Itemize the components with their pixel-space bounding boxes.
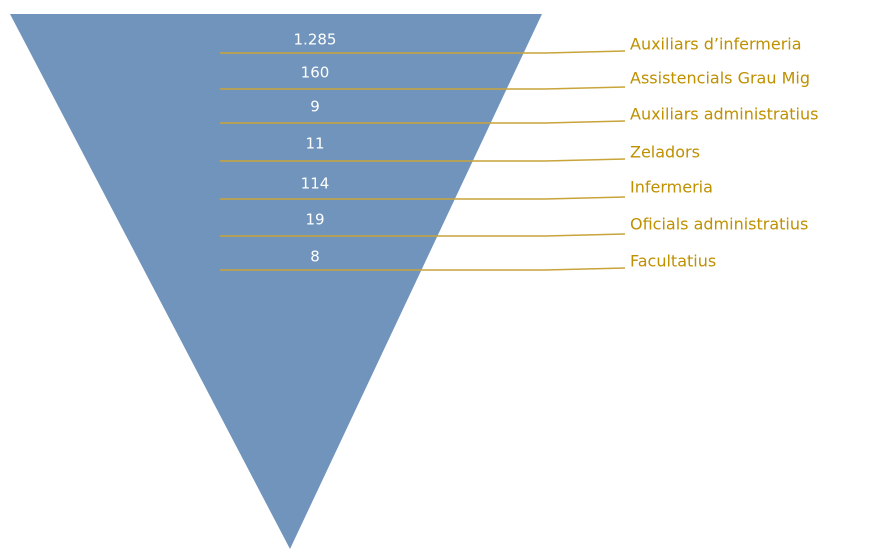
item-value: 1.285 [294, 31, 337, 49]
item-label: Assistencials Grau Mig [630, 69, 810, 88]
connector-line [220, 120, 626, 124]
item-label: Zeladors [630, 143, 700, 162]
item-label: Oficials administratius [630, 215, 808, 234]
connector-line [220, 196, 626, 200]
triangle [10, 14, 542, 549]
item-value: 9 [310, 98, 320, 116]
connector-line [220, 158, 626, 162]
connector-line [220, 267, 626, 271]
connector-line [220, 86, 626, 90]
connector-line [220, 233, 626, 237]
item-label: Facultatius [630, 252, 716, 271]
item-value: 160 [301, 64, 330, 82]
item-value: 19 [305, 211, 324, 229]
item-label: Auxiliars administratius [630, 105, 818, 124]
item-label: Infermeria [630, 178, 713, 197]
connector-line [220, 50, 626, 54]
item-label: Auxiliars d’infermeria [630, 35, 802, 54]
item-value: 114 [301, 175, 330, 193]
item-value: 8 [310, 248, 320, 266]
item-value: 11 [305, 135, 324, 153]
